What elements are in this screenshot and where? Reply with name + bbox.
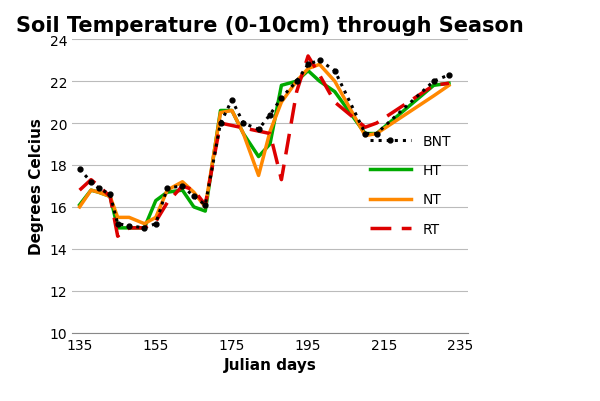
Title: Soil Temperature (0-10cm) through Season: Soil Temperature (0-10cm) through Season [16,16,524,36]
Legend: BNT, HT, NT, RT: BNT, HT, NT, RT [364,129,457,242]
Y-axis label: Degrees Celcius: Degrees Celcius [29,118,44,255]
X-axis label: Julian days: Julian days [224,357,316,372]
